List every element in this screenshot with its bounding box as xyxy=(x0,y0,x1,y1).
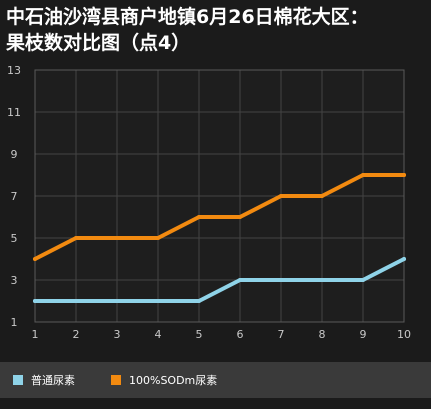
legend-label-sodm: 100%SODm尿素 xyxy=(129,374,218,387)
series-0-point xyxy=(33,299,37,303)
series-0-point xyxy=(156,299,160,303)
y-tick-label: 9 xyxy=(11,148,18,161)
series-0-point xyxy=(74,299,78,303)
legend-item-sodm: 100%SODm尿素 xyxy=(111,373,217,387)
series-line-1 xyxy=(33,173,406,261)
series-0-point xyxy=(238,278,242,282)
y-tick-label: 13 xyxy=(7,64,21,77)
plot-border xyxy=(34,69,405,323)
x-tick-label: 6 xyxy=(237,328,244,341)
series-1-point xyxy=(33,257,37,261)
series-0-point xyxy=(115,299,119,303)
chart-title-line-2: 果枝数对比图（点4） xyxy=(6,32,191,54)
x-tick-label: 10 xyxy=(397,328,411,341)
series-1-point xyxy=(115,236,119,240)
x-tick-label: 1 xyxy=(32,328,39,341)
series-0-point xyxy=(361,278,365,282)
bottom-strip xyxy=(0,398,431,409)
series-1-point xyxy=(402,173,406,177)
x-tick-label: 3 xyxy=(114,328,121,341)
x-tick-label: 9 xyxy=(360,328,367,341)
x-tick-label: 4 xyxy=(155,328,162,341)
y-tick-label: 5 xyxy=(11,232,18,245)
series-line-0 xyxy=(33,257,406,303)
series-0-point xyxy=(279,278,283,282)
series-0-point xyxy=(320,278,324,282)
legend-swatch-putong xyxy=(13,375,23,385)
series-0-point xyxy=(402,257,406,261)
legend-item-putong: 普通尿素 xyxy=(13,373,75,387)
x-tick-label: 5 xyxy=(196,328,203,341)
chart-title: 中石油沙湾县商户地镇6月26日棉花大区： 果枝数对比图（点4） xyxy=(6,4,426,56)
y-tick-label: 1 xyxy=(11,316,18,329)
series-1-point xyxy=(238,215,242,219)
chart-title-line-1: 中石油沙湾县商户地镇6月26日棉花大区： xyxy=(6,6,369,28)
series-0-point xyxy=(197,299,201,303)
series-1-point xyxy=(74,236,78,240)
x-tick-label: 7 xyxy=(278,328,285,341)
legend: 普通尿素 100%SODm尿素 xyxy=(0,362,431,398)
legend-label-putong: 普通尿素 xyxy=(31,374,75,387)
x-tick-label: 8 xyxy=(319,328,326,341)
y-tick-label: 3 xyxy=(11,274,18,287)
x-tick-label: 2 xyxy=(73,328,80,341)
series-1-point xyxy=(320,194,324,198)
series-1-point xyxy=(156,236,160,240)
series-1-point xyxy=(361,173,365,177)
series-1-point xyxy=(197,215,201,219)
series-1-point xyxy=(279,194,283,198)
y-tick-label: 11 xyxy=(7,106,21,119)
legend-swatch-sodm xyxy=(111,375,121,385)
y-tick-label: 7 xyxy=(11,190,18,203)
